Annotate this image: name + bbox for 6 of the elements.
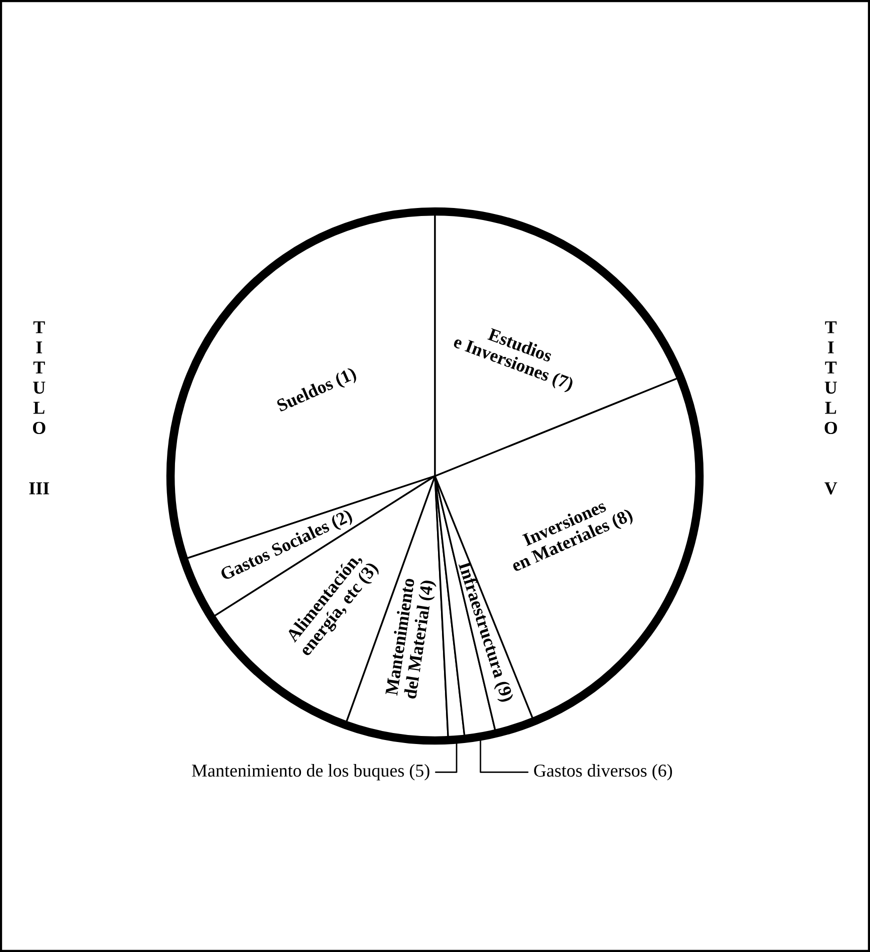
slice-label: Sueldos (1) [276,366,358,416]
slice-label: Mantenimiento de los buques (5) [192,764,430,780]
text: TITULO III [29,321,50,494]
slice-label: Mantenimiento del Material (4) [384,578,438,700]
text: TITULO V [824,321,838,495]
slice-label: Gastos diversos (6) [534,764,672,780]
